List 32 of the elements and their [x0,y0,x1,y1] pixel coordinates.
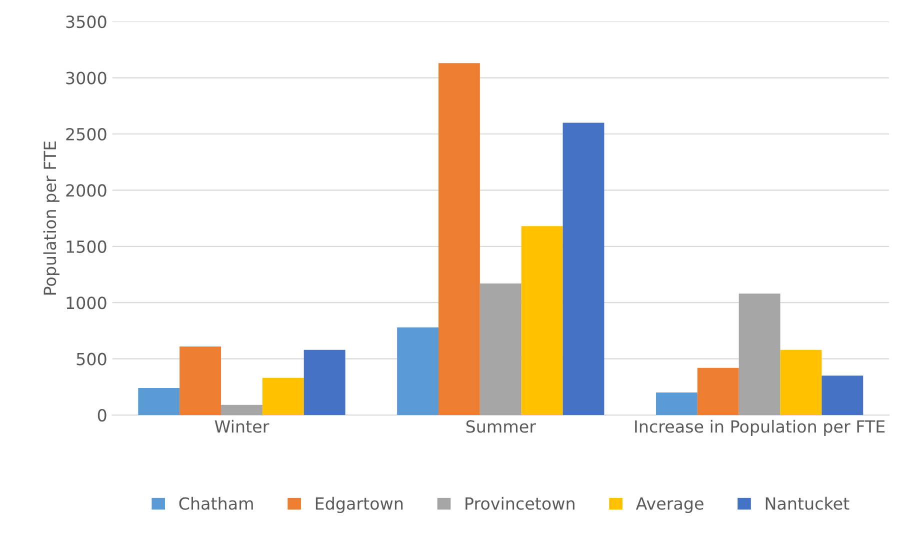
bar [480,284,522,416]
bar [180,346,221,416]
y-tick-label: 500 [76,352,106,366]
legend-label: Provincetown [466,496,574,510]
y-tick-label: 3000 [66,72,106,84]
legend-label: Nantucket [766,496,850,510]
bar [738,294,780,416]
x-tick-label: Increase in Population per FTE [635,420,885,436]
bar [521,226,563,416]
bar [822,376,864,416]
legend-label: Edgartown [316,496,403,514]
bar [562,122,604,416]
bar [304,350,346,416]
legend-label: Average [636,497,704,514]
bar [780,350,822,416]
legend-label: Chatham [179,496,253,510]
bar [438,63,480,416]
bar [138,388,180,416]
y-tick-label: 3500 [66,16,106,28]
bar [656,392,698,416]
bar [697,368,739,416]
bar [397,327,438,416]
y-tick-label: 1500 [66,240,106,253]
x-tick-label: Summer [466,420,536,433]
y-tick-label: 1000 [66,296,106,310]
y-tick-label: 0 [98,408,106,422]
bar [262,378,304,416]
y-tick-label: 2000 [66,184,106,197]
y-tick-label: 2500 [66,128,106,141]
x-tick-label: Winter [214,420,270,433]
bar [221,404,262,416]
y-axis-title: Population per FTE [43,141,60,295]
